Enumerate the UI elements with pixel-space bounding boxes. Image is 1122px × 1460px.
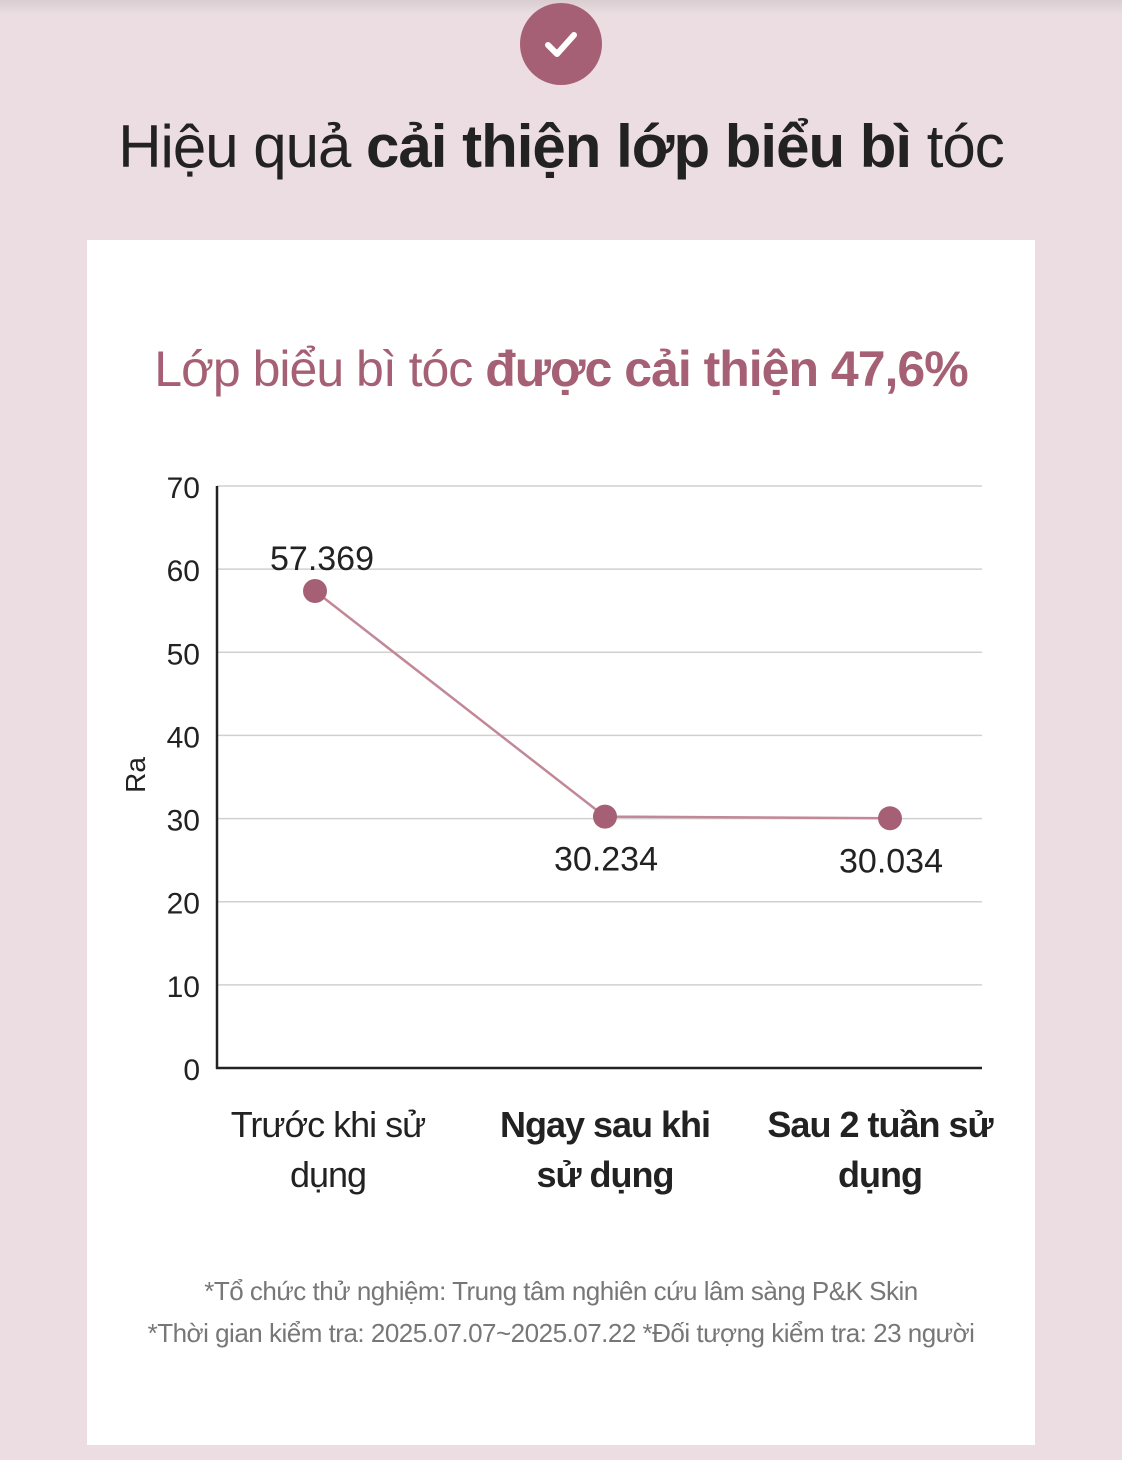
y-tick-label: 40 <box>167 721 200 754</box>
data-point <box>593 804 617 829</box>
x-category-label: Ngay sau khi sử dụng <box>485 1100 725 1200</box>
y-tick-label: 50 <box>167 638 200 671</box>
y-tick-label: 70 <box>167 472 200 505</box>
chart-card: Lớp biểu bì tóc được cải thiện 47,6% 0 10… <box>87 240 1035 1445</box>
x-category-line: Trước khi sử <box>230 1104 426 1145</box>
title-normal-2: tóc <box>911 113 1005 180</box>
x-category-line: dụng <box>838 1154 923 1195</box>
x-category-label: Trước khi sử dụng <box>208 1100 448 1200</box>
x-category-line: Ngay sau khi <box>499 1104 711 1145</box>
note-period: *Thời gian kiểm tra: 2025.07.07~2025.07.… <box>147 1318 975 1348</box>
x-category-label: Sau 2 tuần sử dụng <box>760 1100 1000 1200</box>
subtitle-bold: được cải thiện 47,6% <box>485 341 968 397</box>
y-axis-label: Ra <box>120 757 151 793</box>
subtitle-normal: Lớp biểu bì tóc <box>154 341 486 397</box>
note-organization: *Tổ chức thử nghiệm: Trung tâm nghiên cứ… <box>204 1276 918 1306</box>
series-line <box>314 590 891 820</box>
y-tick-label: 20 <box>167 888 200 921</box>
data-point <box>303 579 327 604</box>
y-tick-label: 0 <box>183 1054 200 1087</box>
data-label: 30.234 <box>554 841 658 879</box>
data-label: 30.034 <box>839 842 943 880</box>
chart-title: Lớp biểu bì tóc được cải thiện 47,6% <box>87 340 1035 398</box>
x-category-line: sử dụng <box>536 1154 674 1195</box>
data-label: 57.369 <box>270 540 374 578</box>
check-badge <box>520 3 602 85</box>
data-point <box>878 806 902 831</box>
title-normal-1: Hiệu quả <box>118 113 367 180</box>
y-tick-label: 60 <box>167 555 200 588</box>
title-bold: cải thiện lớp biểu bì <box>366 113 912 180</box>
line-chart: 0 10 20 30 40 50 60 70 Ra 57.369 30.234 30.034 <box>120 472 982 1087</box>
x-category-line: dụng <box>289 1154 367 1195</box>
y-tick-label: 30 <box>167 805 200 838</box>
y-tick-label: 10 <box>167 971 200 1004</box>
check-icon <box>545 32 577 57</box>
x-category-line: Sau 2 tuần sử <box>767 1104 993 1145</box>
page-title: Hiệu quả cải thiện lớp biểu bì tóc <box>0 112 1122 181</box>
